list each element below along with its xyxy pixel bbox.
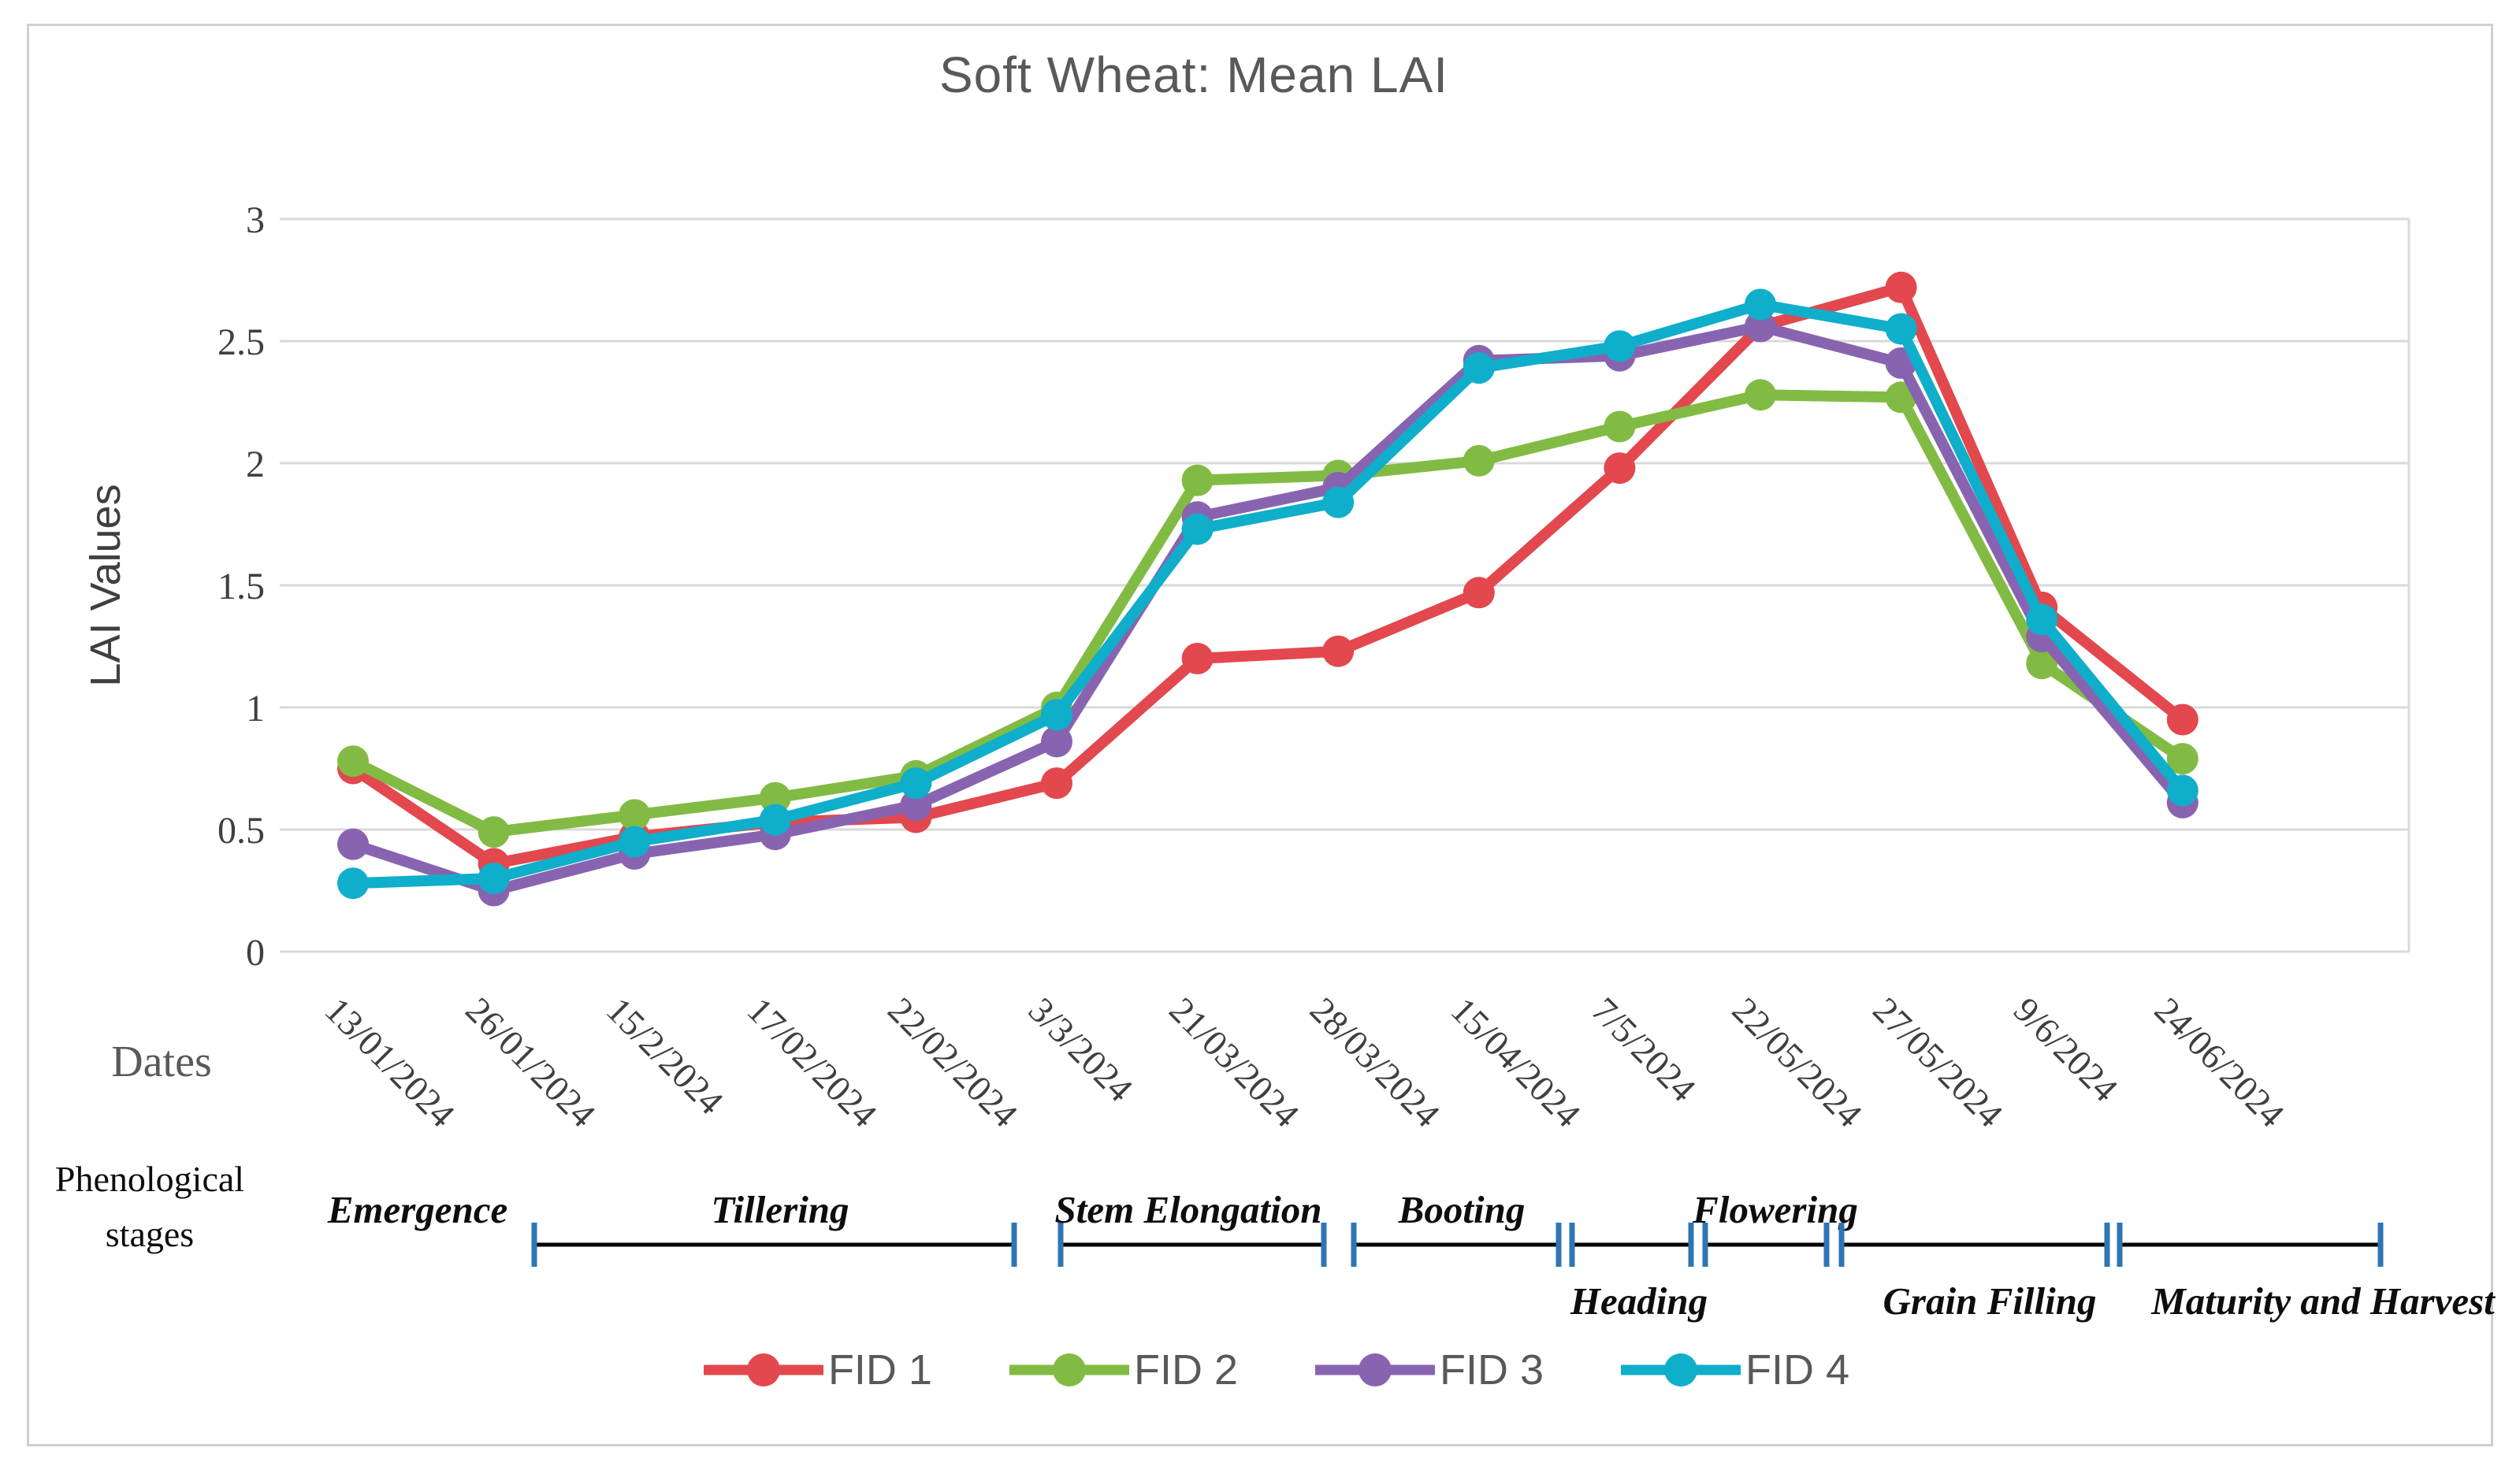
legend-marker-icon — [1621, 1353, 1741, 1386]
x-tick-label: 21/03/2024 — [1162, 989, 1306, 1134]
data-point-fid-2-6 — [1181, 464, 1214, 496]
series-line-fid-4 — [348, 299, 2188, 889]
x-tick-label: 27/05/2024 — [1865, 989, 2010, 1134]
data-point-fid-4-11 — [1885, 313, 1917, 345]
y-tick-label: 1 — [246, 688, 265, 729]
data-point-fid-1-9 — [1604, 452, 1636, 484]
x-tick-label: 22/05/2024 — [1725, 989, 1870, 1134]
stage-label: Heading — [1570, 1279, 1708, 1323]
legend-item-fid-2: FID 2 — [1009, 1346, 1238, 1394]
data-point-fid-4-3 — [759, 804, 791, 836]
data-point-fid-2-12 — [2026, 648, 2058, 680]
data-point-fid-4-12 — [2026, 603, 2058, 636]
chart-title: Soft Wheat: Mean LAI — [938, 46, 1449, 103]
y-tick-label: 0.5 — [217, 810, 265, 852]
x-tick-label: 7/5/2024 — [1584, 989, 1704, 1109]
data-point-fid-2-3 — [759, 781, 791, 814]
chart-legend: FID 1 FID 2 FID 3 FID 4 — [0, 1346, 2520, 1394]
stage-label: Emergence — [327, 1188, 508, 1231]
stage-label: Grain Filling — [1883, 1279, 2097, 1323]
data-point-fid-4-0 — [337, 867, 369, 900]
x-axis-title: Dates — [111, 1038, 212, 1086]
data-point-fid-3-4 — [900, 789, 932, 821]
data-point-fid-2-2 — [619, 799, 651, 831]
y-tick-label: 0 — [246, 932, 265, 974]
data-point-fid-1-7 — [1322, 635, 1355, 667]
y-axis-title: LAI Values — [82, 484, 129, 686]
data-point-fid-2-1 — [478, 816, 510, 848]
stage-label: Flowering — [1692, 1188, 1858, 1231]
x-tick-label: 24/06/2024 — [2147, 989, 2292, 1134]
data-point-fid-2-0 — [337, 745, 369, 778]
legend-label: FID 3 — [1440, 1346, 1544, 1394]
stage-label: Booting — [1398, 1188, 1526, 1231]
legend-label: FID 1 — [827, 1346, 932, 1394]
stage-label: Maturity and Harvest — [2150, 1279, 2496, 1323]
data-point-fid-4-6 — [1181, 513, 1214, 545]
data-point-fid-4-9 — [1604, 330, 1636, 362]
x-tick-label: 15/2/2024 — [599, 989, 731, 1122]
data-point-fid-4-1 — [478, 863, 510, 894]
data-point-fid-3-0 — [337, 828, 369, 860]
y-tick-label: 3 — [246, 199, 265, 241]
x-tick-label: 28/03/2024 — [1303, 989, 1448, 1134]
data-point-fid-4-5 — [1041, 699, 1072, 731]
x-tick-label: 3/3/2024 — [1021, 989, 1141, 1109]
data-point-fid-1-6 — [1181, 643, 1214, 674]
x-tick-label: 9/6/2024 — [2006, 989, 2126, 1109]
legend-marker-icon — [1009, 1353, 1129, 1386]
data-point-fid-1-8 — [1463, 577, 1495, 609]
y-tick-label: 1.5 — [217, 566, 265, 607]
stages-axis-label-line1: Phenological — [55, 1159, 244, 1199]
y-tick-label: 2 — [246, 444, 265, 485]
legend-item-fid-1: FID 1 — [703, 1346, 932, 1394]
data-point-fid-1-11 — [1885, 271, 1917, 303]
legend-label: FID 2 — [1133, 1346, 1238, 1394]
data-point-fid-4-10 — [1745, 288, 1776, 321]
legend-item-fid-3: FID 3 — [1315, 1346, 1544, 1394]
data-point-fid-4-4 — [900, 767, 932, 800]
y-tick-label: 2.5 — [217, 321, 265, 363]
legend-item-fid-4: FID 4 — [1621, 1346, 1849, 1394]
data-point-fid-2-10 — [1745, 379, 1776, 411]
data-point-fid-3-10 — [1745, 310, 1776, 343]
stage-label: Stem Elongation — [1054, 1188, 1321, 1231]
data-point-fid-1-5 — [1041, 767, 1072, 800]
data-point-fid-1-13 — [2166, 703, 2198, 736]
stages-axis-label-line2: stages — [106, 1214, 194, 1254]
x-tick-label: 17/02/2024 — [740, 989, 885, 1134]
data-point-fid-2-13 — [2166, 743, 2198, 775]
data-point-fid-4-7 — [1322, 486, 1355, 518]
series-line-fid-3 — [348, 321, 2188, 896]
x-tick-label: 13/01/2024 — [318, 989, 463, 1134]
legend-marker-icon — [703, 1353, 823, 1386]
data-point-fid-4-8 — [1463, 352, 1495, 384]
x-tick-label: 15/04/2024 — [1444, 989, 1589, 1134]
series-line-fid-2 — [348, 389, 2188, 838]
data-point-fid-4-2 — [619, 826, 651, 858]
data-point-fid-4-13 — [2166, 774, 2198, 807]
x-tick-label: 22/02/2024 — [880, 989, 1025, 1134]
x-tick-label: 26/01/2024 — [458, 989, 603, 1134]
data-point-fid-3-5 — [1041, 726, 1072, 758]
data-point-fid-2-9 — [1604, 410, 1636, 443]
data-point-fid-2-8 — [1463, 444, 1495, 477]
legend-label: FID 4 — [1745, 1346, 1850, 1394]
stage-label: Tillering — [711, 1188, 849, 1231]
legend-marker-icon — [1315, 1353, 1435, 1386]
